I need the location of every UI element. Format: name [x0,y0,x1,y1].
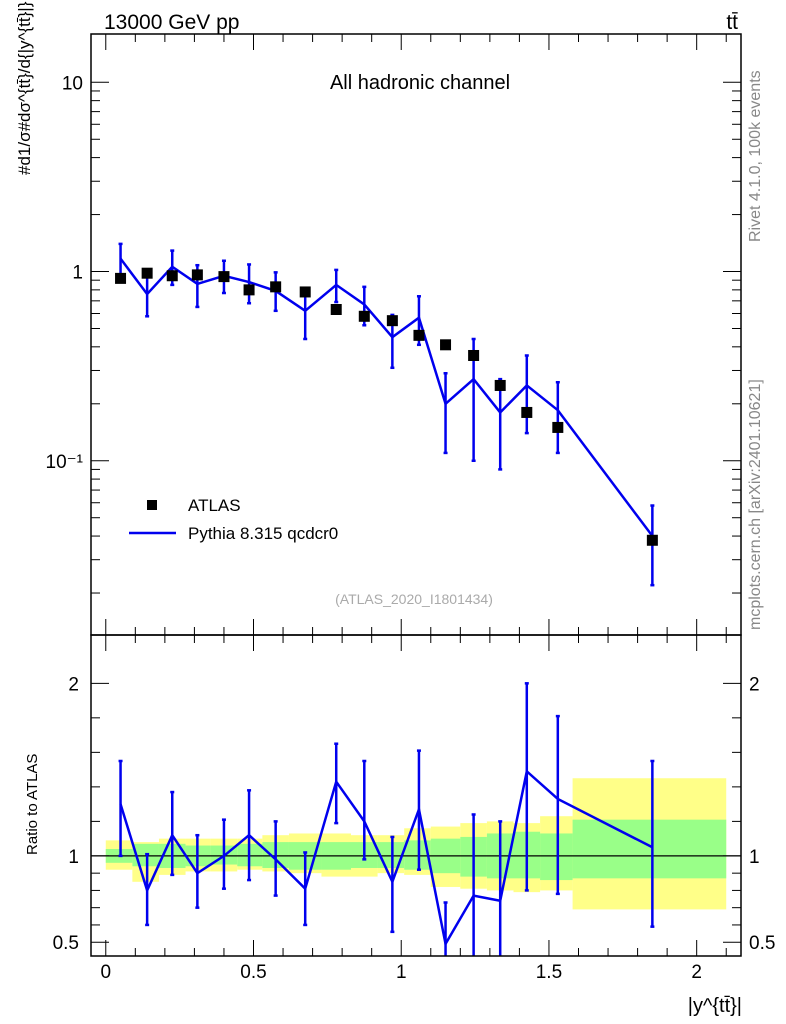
main-atlas-point [218,271,230,283]
main-atlas-point [115,272,127,284]
ratio-plot-layer: 0.5 0.5 1 1 2 2 0 0.5 1 1.5 2 [53,634,775,983]
x-tick-label: 1 [396,962,407,983]
analysis-id-label: (ATLAS_2020_I1801434) [335,591,493,607]
ratio-y-tick-label-left: 1 [68,847,79,868]
main-atlas-point [386,315,398,327]
main-y-axis-title: #d1/σ#dσ^{tt̄}/d{|y^{tt̄}|} [15,1,34,175]
process-label: tt̄ [726,11,738,34]
legend-pythia-label: Pythia 8.315 qcdcr0 [188,524,338,543]
main-y-tick-label: 10⁻¹ [46,452,84,473]
main-atlas-point [521,406,533,418]
rivet-version-label: Rivet 4.1.0, 100k events [747,70,764,242]
x-tick-label: 1.5 [536,962,562,983]
main-atlas-point [646,534,658,546]
ratio-y-tick-label-right: 2 [749,674,760,695]
main-atlas-point [358,310,370,322]
x-tick-label: 0.5 [240,962,266,983]
main-atlas-point [468,349,480,361]
main-y-tick-label: 10 [62,73,83,94]
ratio-y-tick-label-left: 2 [68,674,79,695]
main-atlas-point [440,339,452,351]
x-tick-label: 0 [100,962,111,983]
main-panel: 10⁻¹ 1 10 All hadronic channel (ATLAS_2020… [15,1,742,636]
ratio-y-axis-title: Ratio to ATLAS [24,754,41,855]
x-axis-title: |y^{tt̄}| [688,995,742,1017]
ratio-stat-band [377,842,405,868]
ratio-stat-band [572,819,727,879]
main-plot-layer: 10⁻¹ 1 10 [46,33,742,636]
ratio-y-tick-label-right: 0.5 [749,933,775,954]
legend: ATLAS Pythia 8.315 qcdcr0 [129,496,338,543]
ratio-frame [90,634,742,957]
main-atlas-point [141,267,153,279]
ratio-y-tick-label-right: 1 [749,847,760,868]
legend-atlas-label: ATLAS [188,496,241,515]
main-atlas-point [166,270,178,282]
main-atlas-point [413,329,425,341]
legend-atlas-marker [147,500,157,510]
mcplots-label: mcplots.cern.ch [arXiv:2401.10621] [747,379,764,630]
ratio-stat-band [540,833,573,881]
main-atlas-point [494,379,506,391]
ratio-y-tick-label-left: 0.5 [53,933,79,954]
main-atlas-point [243,284,255,296]
main-atlas-point [552,421,564,433]
x-tick-label: 2 [691,962,702,983]
ratio-pythia-line [119,768,653,948]
ratio-panel: 0.5 0.5 1 1 2 2 0 0.5 1 1.5 2 Ratio to ATLAS [24,634,775,983]
main-atlas-point [330,304,342,316]
main-pythia-line [119,257,654,537]
main-atlas-point [191,269,203,281]
main-atlas-point [270,281,282,293]
chart-title: All hadronic channel [330,72,510,94]
energy-label: 13000 GeV pp [104,11,239,34]
main-atlas-point [299,286,311,298]
main-y-tick-label: 1 [72,263,83,284]
